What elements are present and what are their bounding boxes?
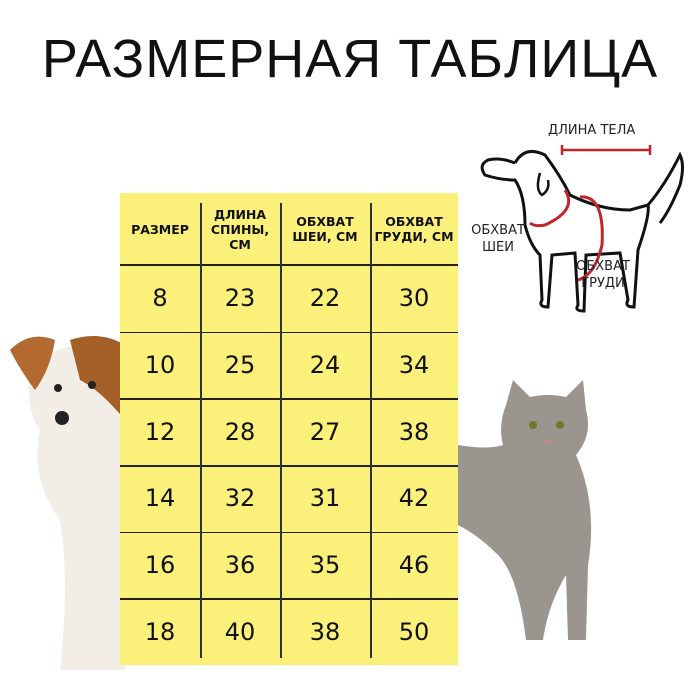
table-cell: 23 (224, 284, 256, 313)
table-cell: 40 (224, 617, 256, 646)
table-cell: 28 (224, 417, 256, 446)
column-divider (280, 203, 282, 658)
table-cell: 12 (144, 417, 176, 446)
table-cell: 31 (309, 484, 341, 513)
label-body-length: ДЛИНА ТЕЛА (548, 123, 636, 138)
table-row: 14 32 31 42 (120, 465, 458, 532)
column-divider (200, 203, 202, 658)
table-row: 12 28 27 38 (120, 398, 458, 465)
row-divider (120, 331, 458, 334)
table-cell: 38 (309, 617, 341, 646)
table-cell: 16 (144, 550, 176, 579)
table-cell: 42 (398, 484, 430, 513)
row-divider (120, 398, 458, 400)
header-neck-girth: ОБХВАТ ШЕИ, СМ (292, 214, 358, 244)
header-chest-girth: ОБХВАТ ГРУДИ, СМ (374, 214, 454, 244)
page-title: РАЗМЕРНАЯ ТАБЛИЦА (41, 29, 659, 89)
table-cell: 18 (144, 617, 176, 646)
table-cell: 25 (224, 350, 256, 379)
table-cell: 50 (398, 617, 430, 646)
table-cell: 10 (144, 350, 176, 379)
table-row: 18 40 38 50 (120, 598, 458, 665)
table-cell: 36 (224, 550, 256, 579)
table-cell: 24 (309, 350, 341, 379)
table-row: 8 23 22 30 (120, 265, 458, 332)
table-cell: 35 (309, 550, 341, 579)
size-table: РАЗМЕР ДЛИНА СПИНЫ, СМ ОБХВАТ ШЕИ, СМ ОБ… (120, 193, 458, 665)
cat-photo (458, 380, 592, 640)
table-header-row: РАЗМЕР ДЛИНА СПИНЫ, СМ ОБХВАТ ШЕИ, СМ ОБ… (120, 193, 458, 265)
row-divider (120, 465, 458, 467)
table-cell: 14 (144, 484, 176, 513)
column-divider (370, 203, 372, 658)
header-divider (120, 264, 458, 266)
table-row: 16 36 35 46 (120, 532, 458, 599)
table-cell: 27 (309, 417, 341, 446)
table-cell: 34 (398, 350, 430, 379)
row-divider (120, 531, 458, 534)
table-cell: 22 (309, 284, 341, 313)
table-cell: 8 (152, 284, 168, 313)
table-row: 10 25 24 34 (120, 332, 458, 399)
dog-diagram (480, 145, 684, 313)
table-cell: 38 (398, 417, 430, 446)
header-size: РАЗМЕР (131, 221, 189, 237)
label-chest-girth: ОБХВАТ ГРУДИ (576, 259, 630, 291)
label-neck-girth: ОБХВАТ ШЕИ (471, 223, 525, 255)
table-cell: 46 (398, 550, 430, 579)
table-cell: 30 (398, 284, 430, 313)
dog-photo (10, 336, 125, 670)
table-cell: 32 (224, 484, 256, 513)
header-back-length: ДЛИНА СПИНЫ, СМ (210, 206, 270, 252)
row-divider (120, 598, 458, 600)
